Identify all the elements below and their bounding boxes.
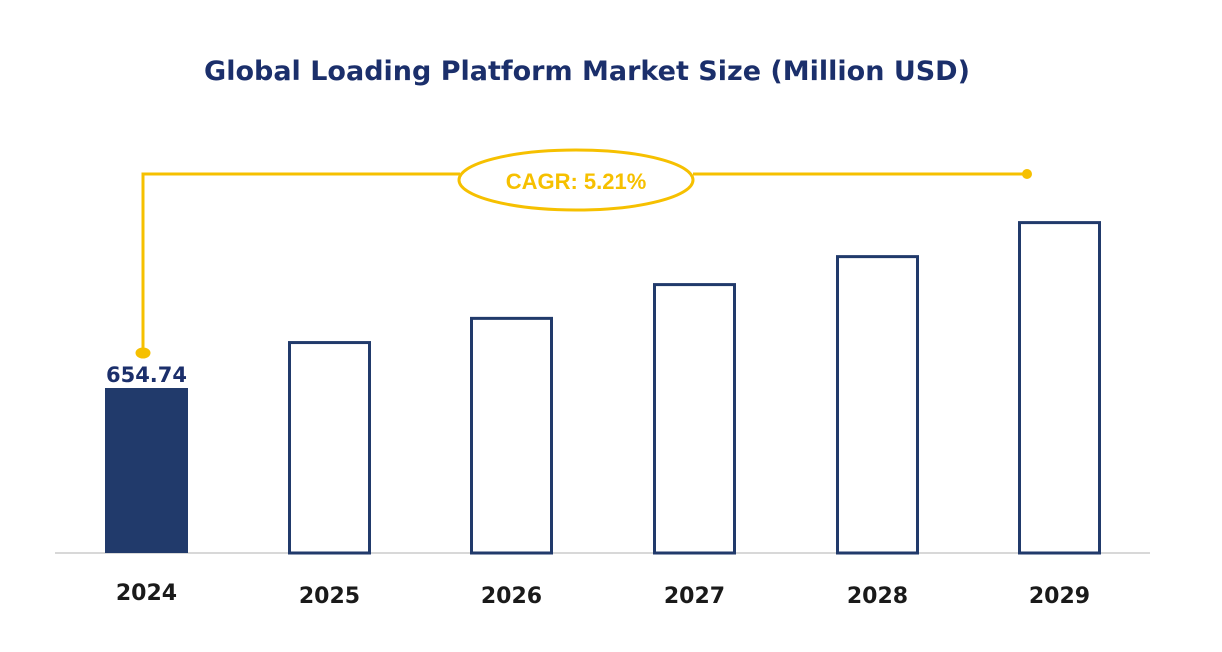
bar-2026 xyxy=(470,316,553,555)
bar-2025 xyxy=(288,341,371,555)
cagr-end-dot xyxy=(1022,169,1032,179)
bar-2028 xyxy=(836,255,919,555)
x-tick-label-2024: 2024 xyxy=(116,581,177,606)
cagr-label: CAGR: 5.21% xyxy=(506,169,647,194)
x-tick-label-2028: 2028 xyxy=(847,584,908,609)
bar-2029 xyxy=(1018,221,1101,555)
cagr-annotation: CAGR: 5.21% xyxy=(135,148,1032,359)
cagr-start-dot xyxy=(135,347,151,359)
x-tick-label-2027: 2027 xyxy=(664,584,725,609)
bar-2027 xyxy=(653,283,736,555)
data-label-2024: 654.74 xyxy=(106,363,187,387)
cagr-connector-line xyxy=(141,172,460,353)
cagr-ellipse xyxy=(457,148,695,212)
bar-2024 xyxy=(105,388,188,553)
x-tick-label-2026: 2026 xyxy=(481,584,542,609)
x-tick-label-2025: 2025 xyxy=(299,584,360,609)
chart-title: Global Loading Platform Market Size (Mil… xyxy=(204,56,970,87)
x-tick-label-2029: 2029 xyxy=(1029,584,1090,609)
